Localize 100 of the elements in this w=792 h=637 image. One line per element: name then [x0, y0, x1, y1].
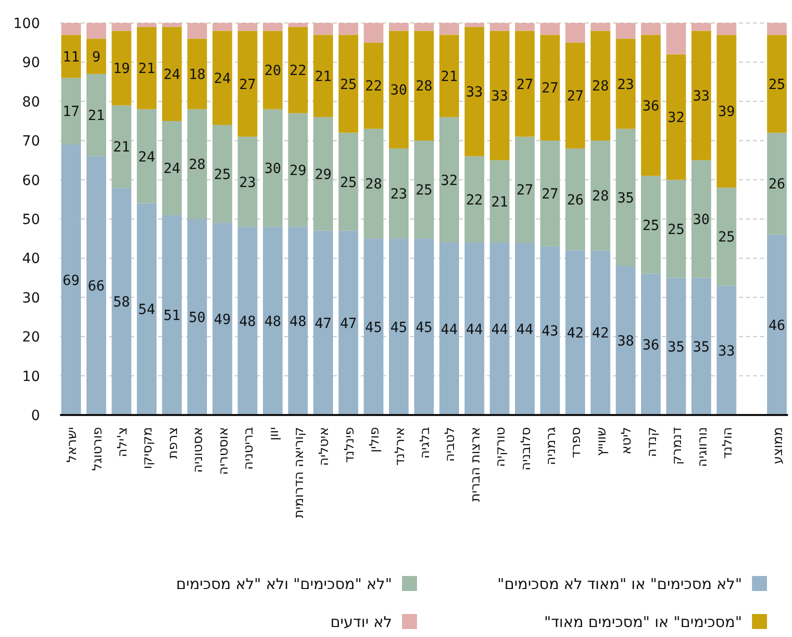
- x-tick-label: מקסיקו: [140, 427, 156, 470]
- bar: [716, 23, 736, 35]
- data-label: 21: [138, 61, 156, 78]
- bar: [238, 23, 258, 31]
- bar: [490, 23, 510, 31]
- bar: [162, 23, 182, 27]
- bar: [464, 242, 484, 415]
- bar: [238, 136, 258, 227]
- data-label: 9: [92, 49, 101, 66]
- data-label: 28: [592, 188, 609, 204]
- bar: [86, 38, 106, 74]
- data-label: 44: [466, 322, 483, 338]
- y-tick-label: 0: [31, 408, 40, 424]
- bar: [338, 23, 358, 35]
- bar: [313, 117, 333, 231]
- bar: [590, 250, 610, 415]
- bar: [616, 23, 636, 39]
- data-label: 33: [491, 88, 508, 105]
- x-tick-label: טורקיה: [494, 427, 509, 467]
- bar: [136, 109, 157, 204]
- bar: [238, 30, 258, 137]
- data-label: 66: [88, 278, 105, 295]
- bar: [666, 278, 686, 415]
- bar: [540, 140, 560, 246]
- data-label: 33: [718, 343, 735, 360]
- data-label: 30: [390, 82, 408, 99]
- data-label: 42: [566, 326, 584, 342]
- bar: [288, 113, 308, 227]
- bar: [439, 23, 460, 35]
- data-label: 27: [566, 88, 584, 105]
- bar: [364, 42, 384, 129]
- data-label: 23: [239, 174, 256, 191]
- y-tick-label: 100: [13, 16, 40, 32]
- bar: [364, 23, 384, 43]
- bar: [61, 23, 81, 35]
- bar: [288, 26, 308, 114]
- data-label: 24: [214, 70, 231, 87]
- data-label: 47: [340, 316, 357, 332]
- bar: [565, 148, 586, 250]
- bar: [565, 42, 586, 148]
- bar: [112, 30, 132, 106]
- bar: [388, 238, 409, 415]
- bar: [641, 23, 661, 35]
- bar: [112, 23, 132, 31]
- x-tick-label: סלובניה: [518, 427, 534, 470]
- data-label: 22: [365, 78, 382, 95]
- data-label: 50: [188, 310, 206, 326]
- data-label: 27: [239, 76, 256, 93]
- data-label: 46: [768, 318, 786, 334]
- data-label: 21: [491, 194, 508, 210]
- data-label: 22: [466, 192, 483, 208]
- bar: [716, 286, 736, 415]
- bar: [490, 242, 510, 415]
- bar: [691, 160, 712, 278]
- x-tick-label: פולין: [368, 427, 383, 452]
- bar: [187, 23, 207, 39]
- data-label: 32: [668, 110, 685, 126]
- bar: [616, 266, 636, 415]
- bar: [162, 215, 182, 415]
- data-label: 25: [340, 174, 357, 191]
- bar: [388, 148, 409, 239]
- data-label: 44: [440, 322, 458, 338]
- x-tick-label: קנדה: [644, 427, 660, 458]
- bar: [86, 23, 106, 39]
- data-label: 28: [365, 176, 382, 193]
- data-label: 21: [88, 108, 105, 124]
- bar: [439, 34, 460, 118]
- data-label: 25: [718, 230, 735, 246]
- bar: [136, 23, 157, 27]
- bar: [767, 23, 787, 35]
- bar: [540, 246, 560, 415]
- data-label: 43: [542, 324, 558, 340]
- x-tick-label: ישראל: [65, 426, 80, 463]
- bar: [262, 23, 283, 31]
- legend-label: לא "מסכימים" ולא "לא מסכימים": [176, 575, 392, 593]
- data-label: 25: [642, 218, 660, 234]
- bar: [616, 128, 636, 266]
- data-label: 45: [365, 320, 382, 336]
- bar: [212, 23, 232, 31]
- x-tick-label: ממוצע: [770, 427, 786, 464]
- bar: [666, 180, 686, 278]
- bar: [540, 23, 560, 35]
- bar: [439, 242, 460, 415]
- y-tick-label: 20: [22, 330, 40, 346]
- data-label: 36: [642, 98, 660, 114]
- data-label: 25: [668, 222, 685, 238]
- data-label: 24: [138, 149, 156, 166]
- data-label: 17: [62, 104, 80, 120]
- bar: [61, 144, 81, 415]
- data-label: 28: [188, 157, 206, 174]
- bar: [767, 234, 787, 415]
- data-label: 44: [491, 322, 508, 338]
- legend-label: "מסכימים" או "מסכימים מאוד": [544, 613, 742, 631]
- bar: [187, 219, 207, 415]
- y-tick-label: 70: [22, 134, 40, 150]
- bar: [364, 238, 384, 415]
- data-label: 23: [617, 76, 634, 93]
- data-label: 27: [542, 80, 558, 97]
- data-label: 28: [592, 78, 609, 95]
- bar: [136, 26, 157, 110]
